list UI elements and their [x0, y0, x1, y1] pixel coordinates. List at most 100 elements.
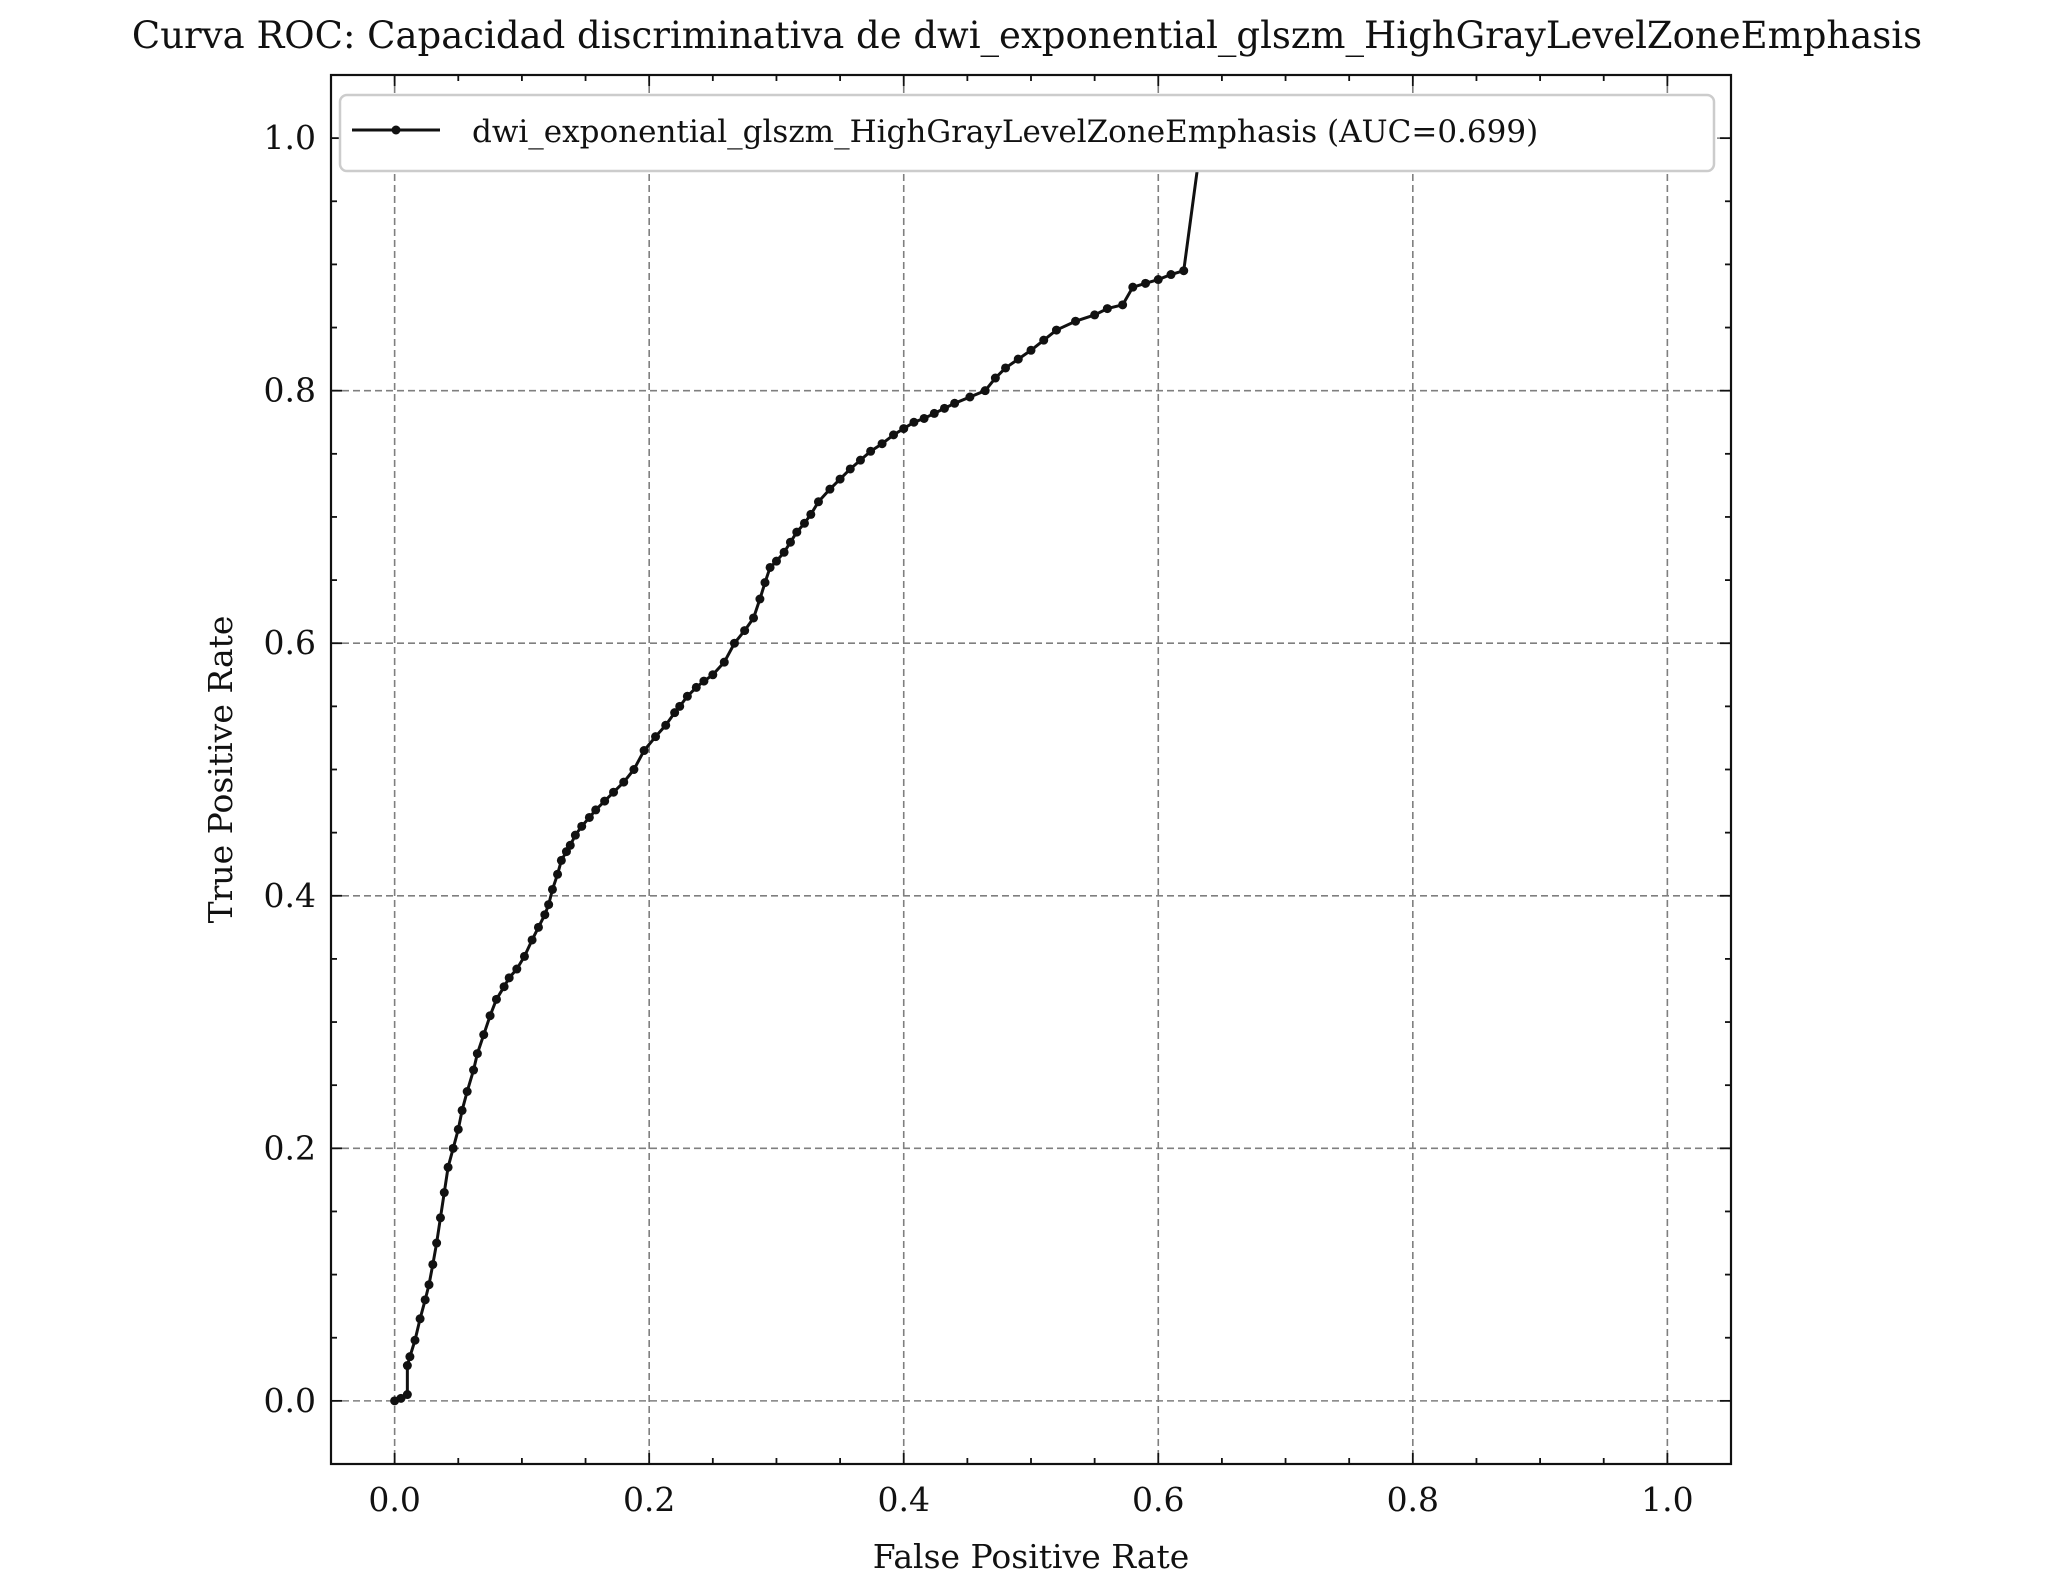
roc-point — [504, 973, 514, 983]
y-tick-label: 1.0 — [264, 118, 316, 157]
y-tick-label: 0.8 — [264, 371, 316, 410]
roc-point — [639, 746, 649, 756]
roc-point — [1013, 354, 1023, 364]
roc-point — [600, 796, 610, 806]
roc-point — [556, 855, 566, 865]
roc-point — [457, 1105, 467, 1115]
roc-point — [771, 556, 781, 566]
roc-point — [1118, 300, 1128, 310]
roc-point — [1051, 325, 1061, 335]
roc-point — [544, 900, 554, 910]
plot-frame — [329, 73, 1733, 1466]
roc-point — [553, 869, 563, 879]
roc-point — [866, 446, 876, 456]
roc-point — [950, 398, 960, 408]
roc-point — [779, 547, 789, 557]
roc-point — [765, 562, 775, 572]
roc-point — [512, 964, 522, 974]
roc-point — [899, 424, 909, 434]
x-tick-label: 0.8 — [1387, 1480, 1439, 1519]
roc-point — [813, 497, 823, 507]
x-tick-label: 0.4 — [877, 1480, 929, 1519]
roc-point — [919, 413, 929, 423]
roc-point — [1141, 278, 1151, 288]
x-tick-label: 1.0 — [1641, 1480, 1693, 1519]
legend: dwi_exponential_glszm_HighGrayLevelZoneE… — [338, 93, 1716, 173]
roc-point — [670, 708, 680, 718]
roc-point — [691, 682, 701, 692]
roc-point — [1179, 266, 1189, 276]
roc-point — [855, 455, 865, 465]
roc-point — [420, 1295, 430, 1305]
roc-point — [519, 951, 529, 961]
roc-point — [965, 392, 975, 402]
x-axis-label: False Positive Rate — [873, 1537, 1190, 1576]
y-tick-label: 0.2 — [264, 1128, 316, 1167]
roc-point — [740, 626, 750, 636]
roc-point — [629, 765, 639, 774]
roc-point — [990, 373, 1000, 383]
roc-point — [533, 922, 543, 932]
roc-point — [909, 417, 919, 427]
y-tick-label: 0.0 — [264, 1381, 316, 1420]
roc-point — [591, 805, 601, 815]
roc-point — [1039, 335, 1049, 345]
roc-point — [527, 935, 537, 945]
roc-point — [415, 1314, 425, 1324]
roc-point — [939, 403, 949, 413]
roc-point — [719, 657, 729, 667]
roc-point — [929, 408, 939, 418]
roc-point — [1071, 316, 1081, 326]
roc-point — [424, 1280, 434, 1290]
grid — [331, 75, 1731, 1464]
roc-point — [462, 1086, 472, 1096]
roc-point — [825, 484, 835, 494]
legend-box — [338, 93, 1716, 173]
roc-point — [565, 840, 575, 850]
roc-point — [729, 638, 739, 648]
roc-point — [1128, 282, 1138, 292]
roc-point — [792, 527, 802, 537]
roc-point — [402, 1361, 412, 1371]
roc-point — [1166, 270, 1176, 280]
roc-point — [651, 732, 661, 742]
plot-area — [390, 133, 1672, 1406]
legend-marker — [391, 125, 401, 135]
roc-point — [435, 1213, 445, 1223]
roc-point — [755, 594, 765, 604]
roc-point — [760, 578, 770, 588]
roc-point — [491, 994, 501, 1004]
chart-title: Curva ROC: Capacidad discriminativa de d… — [132, 14, 1922, 58]
roc-point — [453, 1124, 463, 1134]
roc-point — [806, 509, 816, 519]
roc-point — [432, 1238, 442, 1248]
roc-series — [390, 133, 1672, 1406]
roc-point — [889, 430, 899, 440]
roc-curve-line — [393, 136, 1669, 1403]
roc-point — [799, 518, 809, 528]
roc-point — [584, 812, 594, 822]
y-tick-label: 0.4 — [264, 876, 316, 915]
roc-point — [410, 1335, 420, 1345]
roc-point — [547, 884, 557, 894]
roc-point — [708, 670, 718, 680]
roc-point — [448, 1143, 458, 1153]
roc-point — [570, 830, 580, 840]
y-axis-label: True Positive Rate — [201, 616, 240, 924]
roc-point — [980, 386, 990, 396]
roc-point — [499, 982, 509, 992]
roc-point — [1090, 310, 1100, 320]
roc-point — [1001, 363, 1011, 373]
x-tick-label: 0.6 — [1132, 1480, 1184, 1519]
axis-ticks: 0.0 0.2 0.4 0.6 0.8 1.0 0.0 0.2 0.4 0.6 0.8 1.0 — [264, 74, 1732, 1519]
roc-point — [682, 691, 692, 701]
roc-point — [443, 1162, 453, 1172]
roc-point — [619, 777, 629, 787]
roc-point — [835, 474, 845, 484]
roc-point — [675, 701, 685, 711]
x-tick-label: 0.2 — [623, 1480, 675, 1519]
roc-point — [577, 821, 587, 831]
roc-point — [439, 1188, 449, 1198]
roc-point — [1026, 345, 1036, 355]
